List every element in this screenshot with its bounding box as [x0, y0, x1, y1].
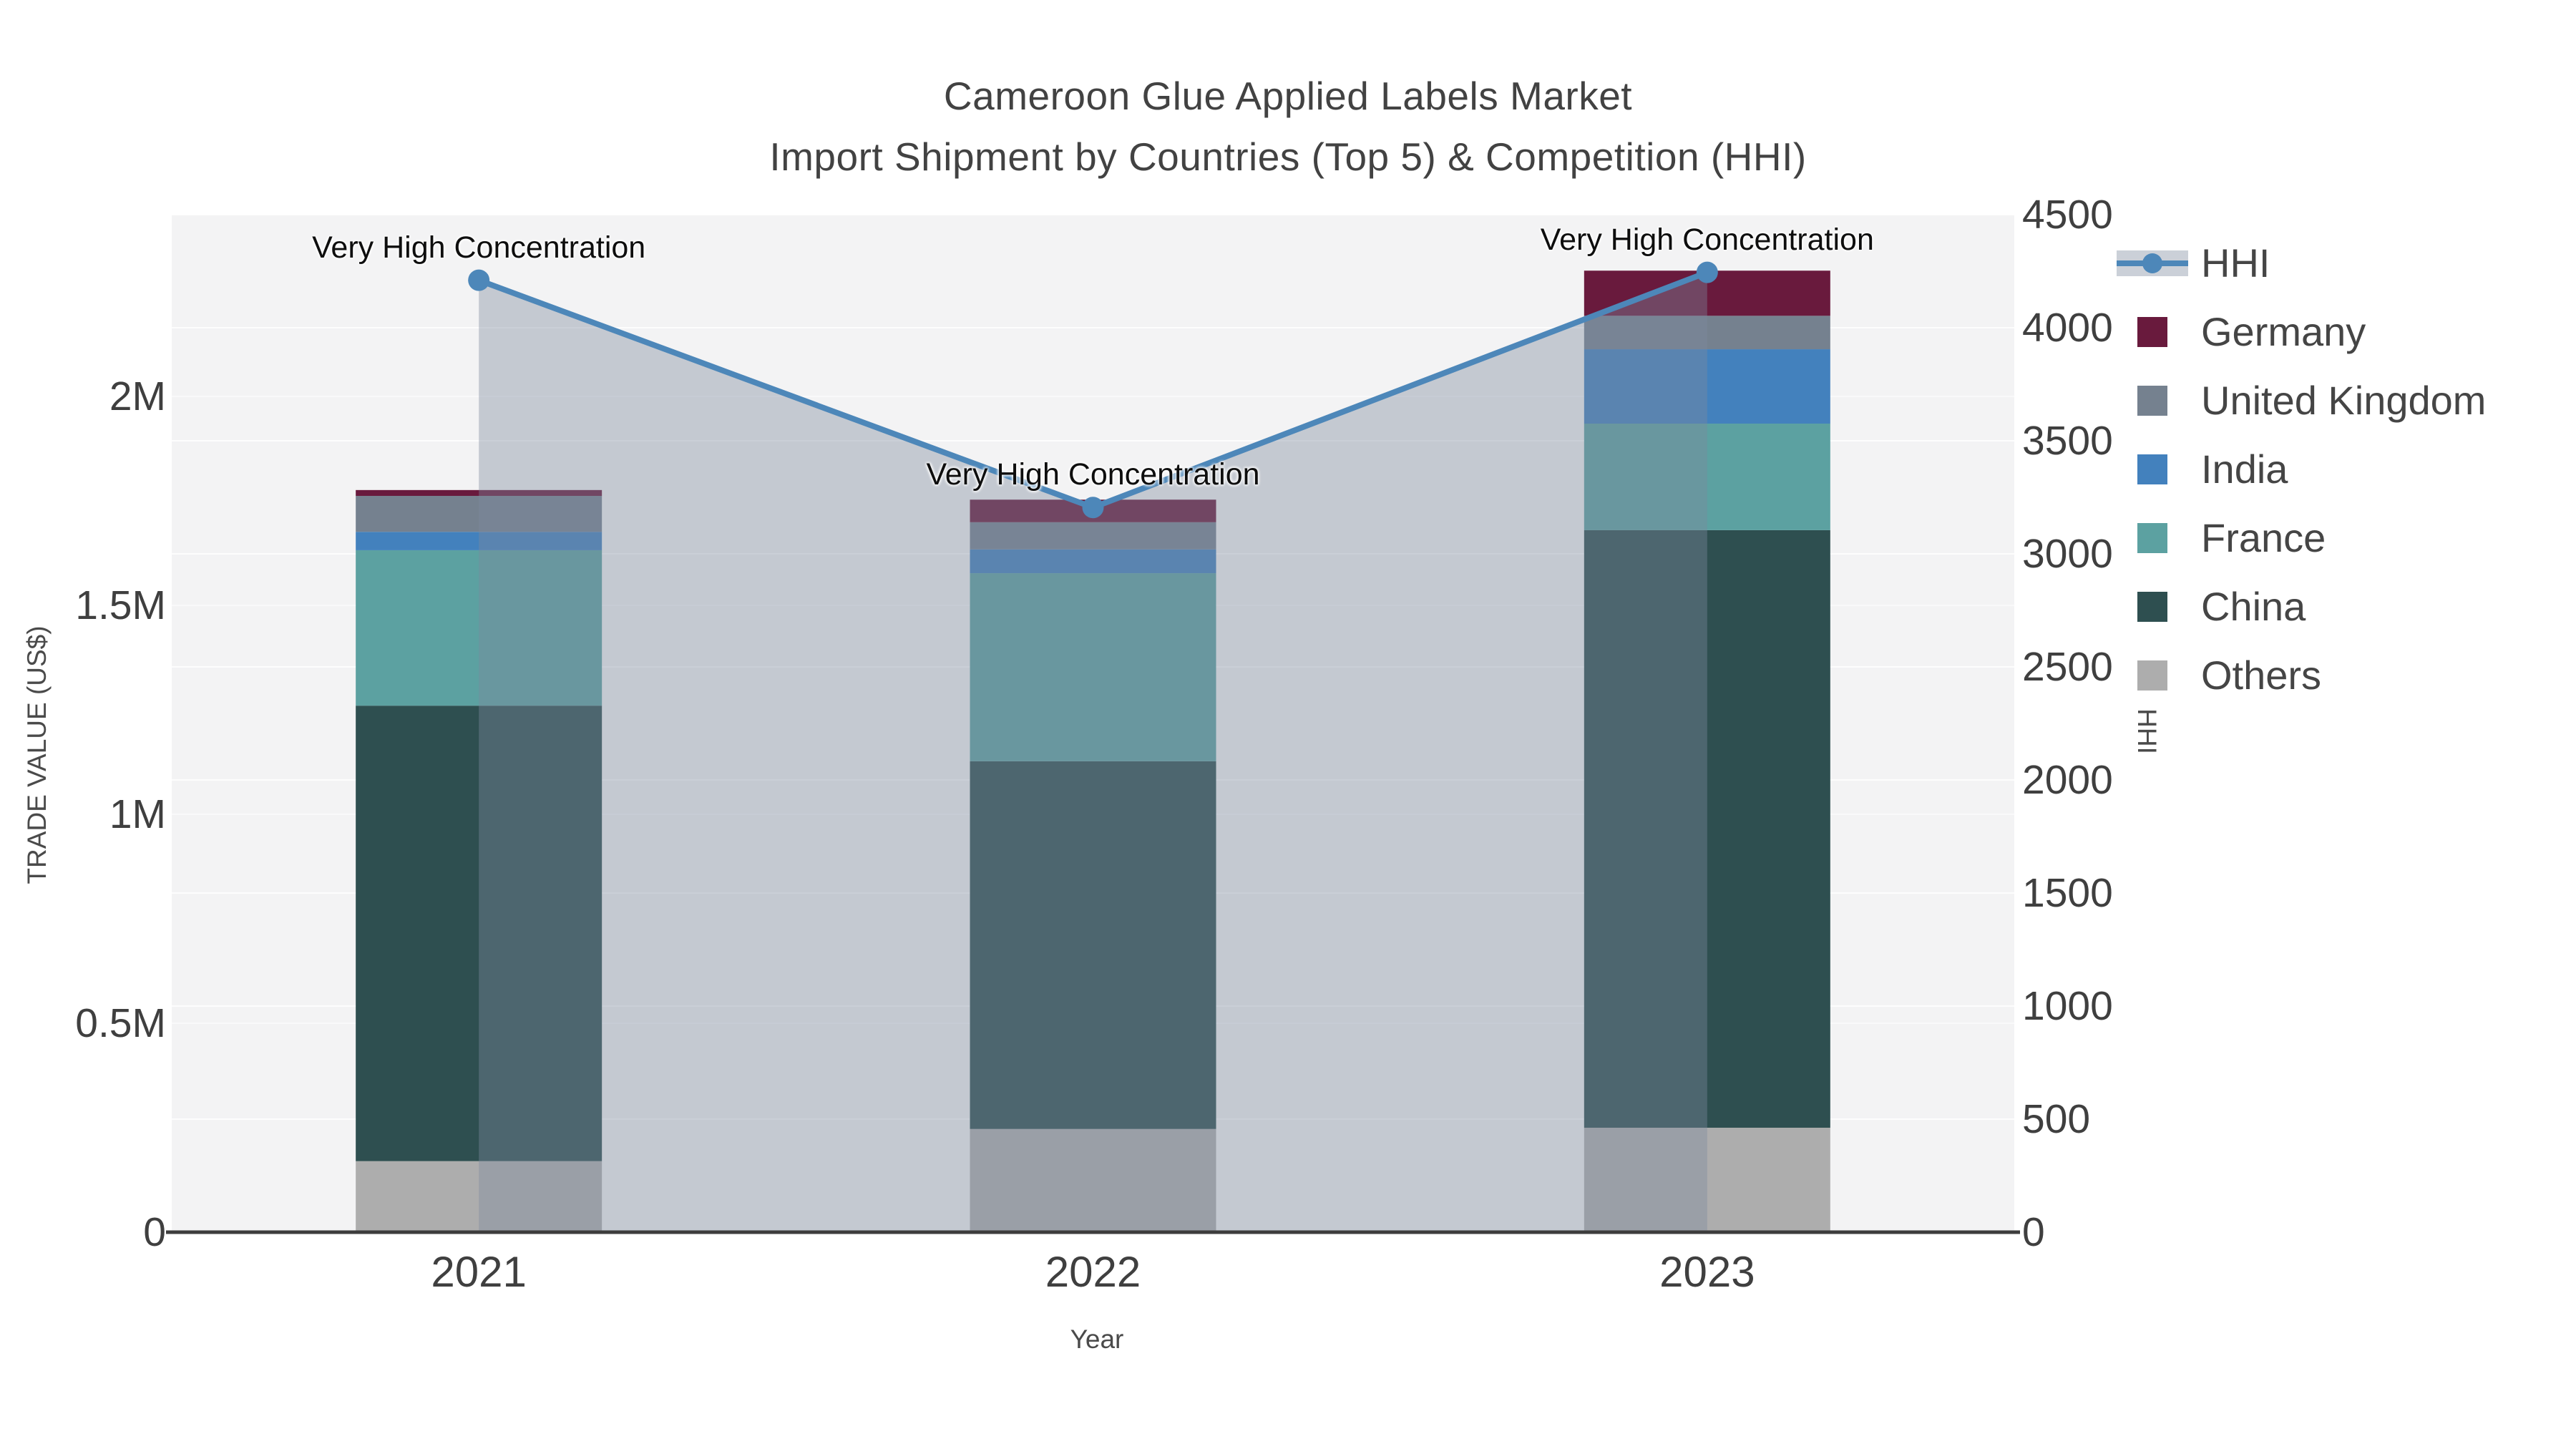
y-left-tick-1M: 1M	[109, 791, 166, 838]
others-swatch-icon	[2115, 660, 2190, 691]
germany-swatch-icon	[2115, 317, 2190, 347]
y-right-tick-4000: 4000	[2022, 305, 2113, 351]
bar-2023-united-kingdom[interactable]	[1584, 316, 1830, 350]
y-right-tick-1500: 1500	[2022, 870, 2113, 916]
bar-2022-united-kingdom[interactable]	[970, 522, 1216, 550]
y-axis-right-title: HHI	[2132, 708, 2162, 754]
y-right-tick-1000: 1000	[2022, 983, 2113, 1029]
legend-label-hhi: HHI	[2201, 240, 2270, 286]
france-swatch-icon	[2115, 523, 2190, 553]
y-right-tick-3500: 3500	[2022, 418, 2113, 464]
y-axis-left-title: TRADE VALUE (US$)	[22, 625, 52, 884]
legend-item-germany[interactable]: Germany	[2115, 298, 2486, 366]
legend: HHI Germany United Kingdom India France China…	[2115, 229, 2486, 710]
bar-2021-germany[interactable]	[356, 489, 602, 497]
united-kingdom-swatch-icon	[2115, 386, 2190, 416]
x-tick-2022: 2022	[1045, 1248, 1141, 1296]
x-tick-2023: 2023	[1659, 1248, 1755, 1296]
bar-2023-france[interactable]	[1584, 423, 1830, 530]
annotation-2023: Very High Concentration	[1540, 222, 1874, 257]
x-tick-2021: 2021	[431, 1248, 527, 1296]
annotation-2022: Very High Concentration	[926, 457, 1260, 492]
chart-title-line2: Import Shipment by Countries (Top 5) & C…	[769, 135, 1807, 179]
bar-2022-india[interactable]	[970, 549, 1216, 574]
y-right-tick-4500: 4500	[2022, 192, 2113, 238]
legend-label-united-kingdom: United Kingdom	[2201, 378, 2487, 423]
bar-2021-others[interactable]	[356, 1161, 602, 1232]
bar-2021-china[interactable]	[356, 706, 602, 1161]
bar-2022-france[interactable]	[970, 573, 1216, 761]
y-right-tick-2500: 2500	[2022, 644, 2113, 690]
legend-item-france[interactable]: France	[2115, 504, 2486, 572]
hhi-point-2022[interactable]	[1082, 497, 1104, 519]
bar-2023-china[interactable]	[1584, 530, 1830, 1128]
y-left-tick-0.5M: 0.5M	[75, 1000, 166, 1046]
chart-title-line1: Cameroon Glue Applied Labels Market	[943, 74, 1633, 118]
legend-item-others[interactable]: Others	[2115, 641, 2486, 710]
y-right-tick-3000: 3000	[2022, 531, 2113, 577]
bar-2021-india[interactable]	[356, 532, 602, 550]
legend-label-germany: Germany	[2201, 309, 2366, 354]
bar-2022-others[interactable]	[970, 1128, 1216, 1232]
y-left-tick-0: 0	[143, 1209, 166, 1255]
bar-2021-united-kingdom[interactable]	[356, 496, 602, 532]
bar-2023-others[interactable]	[1584, 1128, 1830, 1232]
hhi-point-2023[interactable]	[1696, 261, 1718, 283]
bar-2022-china[interactable]	[970, 761, 1216, 1129]
legend-label-india: India	[2201, 447, 2288, 492]
annotation-2021: Very High Concentration	[312, 230, 646, 265]
legend-item-india[interactable]: India	[2115, 435, 2486, 504]
china-swatch-icon	[2115, 592, 2190, 622]
y-left-tick-1.5M: 1.5M	[75, 582, 166, 629]
y-right-tick-0: 0	[2022, 1209, 2045, 1255]
legend-label-china: China	[2201, 584, 2306, 629]
x-axis-title: Year	[1070, 1324, 1124, 1354]
legend-item-china[interactable]: China	[2115, 572, 2486, 641]
hhi-point-2021[interactable]	[468, 269, 490, 291]
legend-item-hhi[interactable]: HHI	[2115, 229, 2486, 298]
india-swatch-icon	[2115, 454, 2190, 484]
hhi-line-legend-icon	[2115, 250, 2190, 276]
chart-title: Cameroon Glue Applied Labels Market Impo…	[0, 66, 2576, 187]
legend-label-others: Others	[2201, 653, 2322, 698]
bar-2023-india[interactable]	[1584, 349, 1830, 424]
hhi-area-fill	[479, 272, 1707, 1233]
y-left-tick-2M: 2M	[109, 374, 166, 420]
bar-2021-france[interactable]	[356, 550, 602, 706]
y-right-tick-500: 500	[2022, 1096, 2091, 1142]
legend-item-united-kingdom[interactable]: United Kingdom	[2115, 366, 2486, 435]
y-right-tick-2000: 2000	[2022, 757, 2113, 803]
legend-label-france: France	[2201, 515, 2326, 560]
